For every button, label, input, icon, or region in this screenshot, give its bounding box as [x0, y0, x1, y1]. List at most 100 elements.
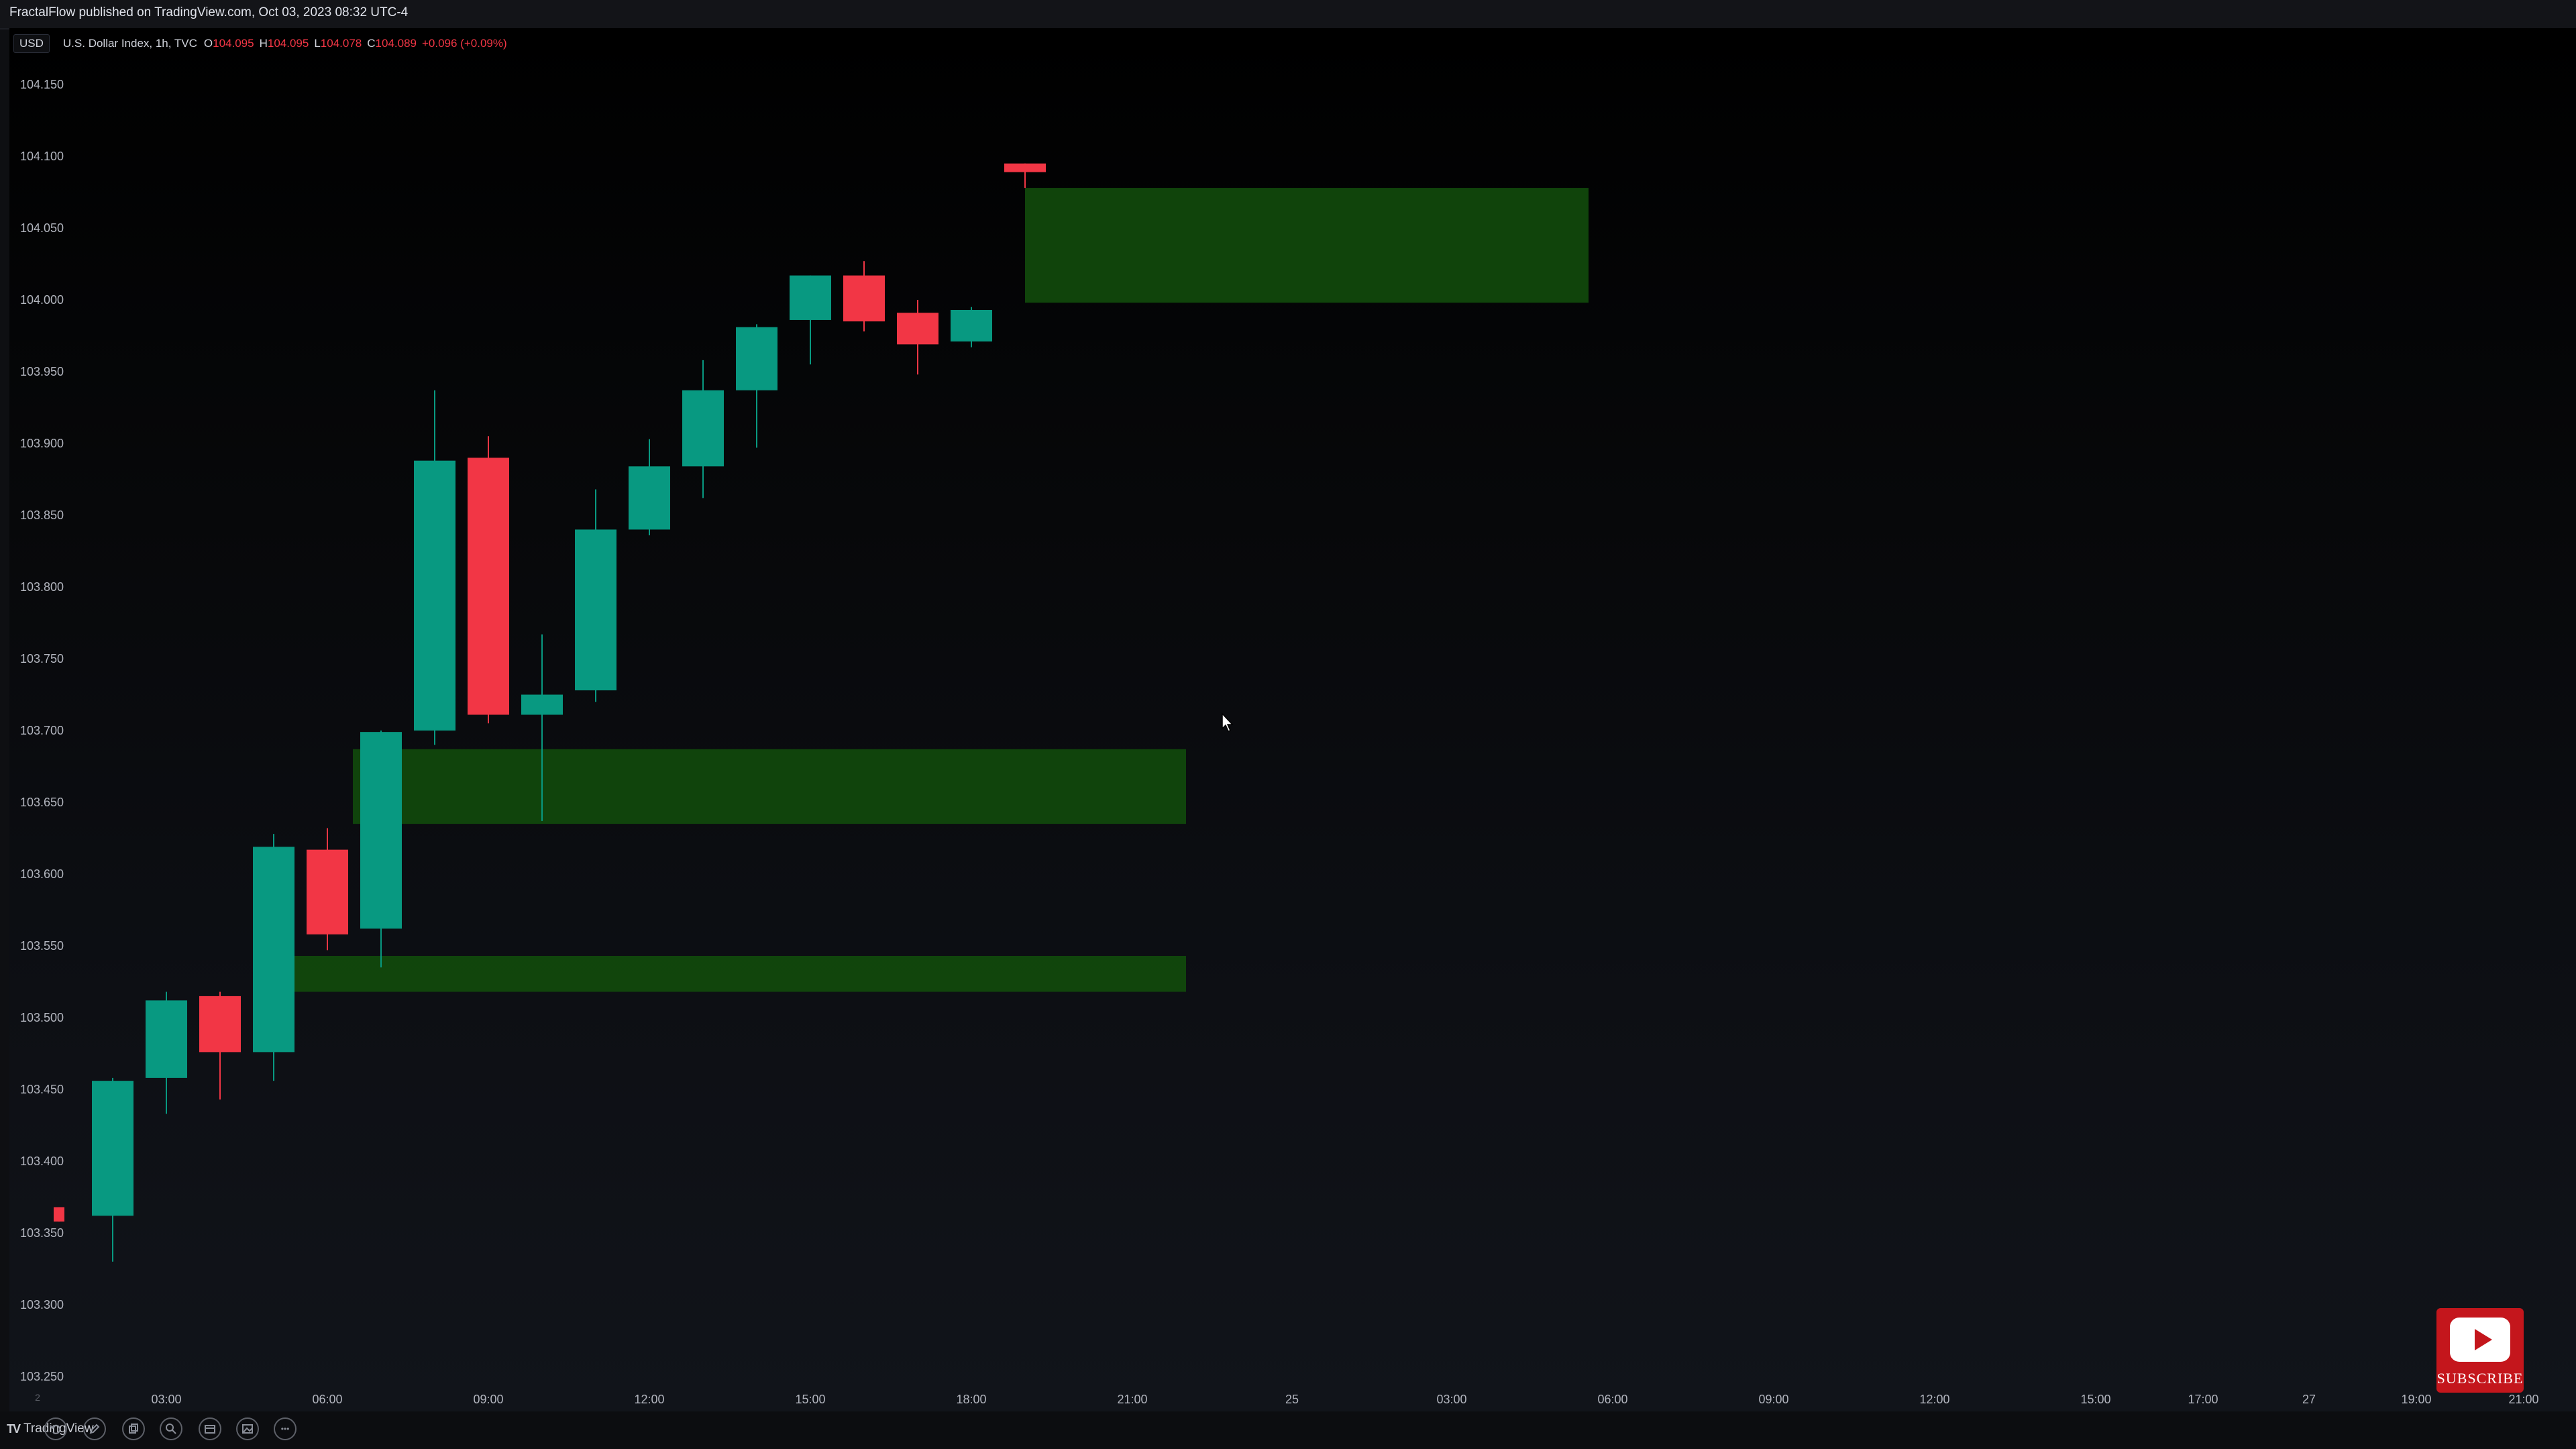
scale-marker: 2 [35, 1392, 40, 1403]
candle-body [92, 1081, 133, 1216]
x-tick-label: 21:00 [2508, 1393, 2538, 1406]
currency-badge[interactable]: USD [13, 34, 50, 53]
candle [92, 1077, 133, 1262]
candle [146, 991, 187, 1114]
candle [253, 834, 294, 1081]
bottom-toolbar [0, 1411, 2576, 1449]
zone-rect [353, 749, 1186, 824]
zoom-icon [160, 1417, 182, 1440]
candle [575, 489, 616, 702]
x-tick-label: 12:00 [634, 1393, 664, 1406]
candle [199, 991, 241, 1099]
copy-button[interactable] [122, 1417, 145, 1441]
y-tick-label: 103.650 [20, 796, 64, 809]
y-tick-label: 103.400 [20, 1155, 64, 1168]
candles-layer [54, 163, 1046, 1262]
candle [629, 439, 670, 535]
candle-body [253, 847, 294, 1053]
more-icon: ••• [274, 1417, 297, 1440]
x-tick-label: 15:00 [795, 1393, 825, 1406]
symbol-legend: USD U.S. Dollar Index, 1h, TVC O 104.095… [13, 32, 513, 55]
time-axis: 03:00 06:00 09:00 12:00 15:00 18:00 21:00 25 03:… [35, 1392, 2538, 1406]
youtube-subscribe-badge[interactable]: SUBSCRIBE [2436, 1308, 2524, 1393]
subscribe-text: SUBSCRIBE [2436, 1370, 2524, 1387]
candle [360, 731, 402, 968]
candle-body [468, 458, 509, 715]
x-tick-label: 03:00 [1436, 1393, 1466, 1406]
candle-body [521, 694, 563, 715]
candle [843, 261, 885, 332]
x-tick-label: 18:00 [956, 1393, 986, 1406]
y-tick-label: 103.600 [20, 867, 64, 881]
y-tick-label: 103.350 [20, 1226, 64, 1240]
y-tick-label: 103.750 [20, 652, 64, 665]
image-button[interactable] [236, 1417, 259, 1441]
x-tick-label: 09:00 [1758, 1393, 1788, 1406]
undo-icon [44, 1417, 67, 1440]
candle-body [897, 313, 938, 345]
candle-body [736, 327, 777, 390]
zones-layer [254, 188, 1589, 992]
candle [521, 634, 563, 821]
y-tick-label: 103.450 [20, 1083, 64, 1096]
y-tick-label: 103.850 [20, 508, 64, 522]
y-tick-label: 103.500 [20, 1011, 64, 1024]
candle [682, 360, 724, 498]
candle-body [414, 460, 455, 731]
x-tick-label: 15:00 [2080, 1393, 2110, 1406]
x-tick-label: 09:00 [473, 1393, 503, 1406]
candle [54, 1207, 64, 1222]
x-tick-label: 06:00 [312, 1393, 342, 1406]
published-info: FractalFlow published on TradingView.com… [9, 5, 409, 19]
x-tick-label: 21:00 [1117, 1393, 1147, 1406]
candle [790, 275, 831, 365]
candle-body [575, 529, 616, 691]
candle [897, 300, 938, 375]
x-tick-label: 12:00 [1919, 1393, 1949, 1406]
pencil-button[interactable] [83, 1417, 106, 1441]
high-value: 104.095 [267, 37, 309, 50]
candle-body [1004, 163, 1046, 172]
open-label: O [203, 37, 213, 50]
candle [1004, 163, 1046, 189]
undo-button[interactable] [44, 1417, 67, 1441]
y-tick-label: 104.150 [20, 78, 64, 91]
copy-icon [122, 1417, 145, 1440]
candle [736, 324, 777, 448]
x-tick-label: 25 [1285, 1393, 1299, 1406]
candle [414, 390, 455, 745]
low-label: L [314, 37, 321, 50]
candle [307, 828, 348, 951]
x-tick-label: 06:00 [1597, 1393, 1627, 1406]
candle-body [790, 275, 831, 320]
candle-body [199, 996, 241, 1053]
candle-body [146, 1000, 187, 1078]
x-tick-label: 03:00 [151, 1393, 181, 1406]
zoom-button[interactable] [160, 1417, 182, 1441]
pencil-icon [83, 1417, 106, 1440]
mouse-cursor-icon [1221, 712, 1236, 736]
candle [468, 436, 509, 724]
y-tick-label: 104.050 [20, 221, 64, 235]
y-tick-label: 103.250 [20, 1370, 64, 1383]
y-tick-label: 103.700 [20, 724, 64, 737]
zone-rect [254, 955, 1186, 992]
calendar-button[interactable] [199, 1417, 221, 1441]
price-axis: 104.150 104.100 104.050 104.000 103.950 103.9… [20, 78, 64, 1383]
y-tick-label: 103.300 [20, 1298, 64, 1311]
candlestick-chart[interactable]: 104.150 104.100 104.050 104.000 103.950 103.9… [0, 0, 2576, 1411]
calendar-icon [199, 1417, 221, 1440]
change-value: +0.096 (+0.09%) [421, 37, 507, 50]
candle-body [951, 309, 992, 342]
x-tick-label: 17:00 [2188, 1393, 2218, 1406]
zone-rect [1025, 188, 1589, 303]
y-tick-label: 103.950 [20, 365, 64, 378]
symbol-title[interactable]: U.S. Dollar Index, 1h, TVC [62, 37, 197, 50]
x-tick-label: 19:00 [2401, 1393, 2431, 1406]
more-button[interactable]: ••• [274, 1417, 297, 1441]
y-tick-label: 103.550 [20, 939, 64, 953]
youtube-play-icon [2450, 1318, 2510, 1362]
close-label: C [367, 37, 376, 50]
y-tick-label: 103.900 [20, 437, 64, 450]
y-tick-label: 103.800 [20, 580, 64, 594]
